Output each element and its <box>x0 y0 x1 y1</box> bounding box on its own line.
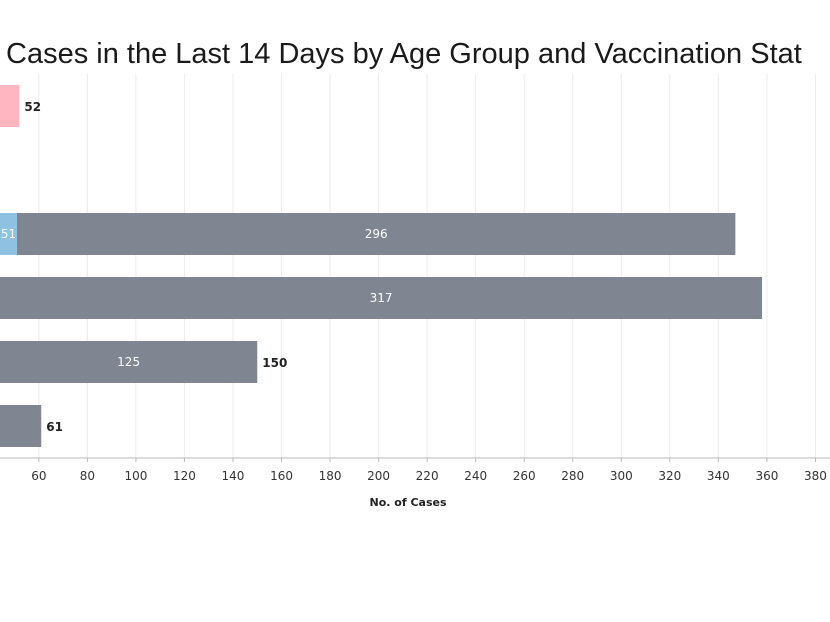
bar-segment-label: 125 <box>117 355 140 369</box>
x-tick-label: 100 <box>124 469 147 483</box>
bar-segment <box>0 341 258 383</box>
x-tick-label: 300 <box>610 469 633 483</box>
x-axis-ticks: 60 80 100 120 140 160 180 200 220 240 260 280 300 320… <box>31 458 827 483</box>
x-tick-label: 220 <box>416 469 439 483</box>
bar-total-label: 61 <box>46 420 63 434</box>
bar-segment <box>0 277 763 319</box>
gridlines <box>38 74 816 458</box>
x-tick-label: 260 <box>513 469 536 483</box>
x-tick-label: 160 <box>270 469 293 483</box>
x-tick-label: 380 <box>804 469 827 483</box>
x-tick-label: 80 <box>80 469 95 483</box>
bar-segment-label: 51 <box>1 227 16 241</box>
bars: 52512964131712515061 <box>0 85 763 447</box>
x-tick-label: 140 <box>222 469 245 483</box>
bar-segment <box>0 85 20 127</box>
bar-segment <box>16 213 736 255</box>
x-tick-label: 200 <box>367 469 390 483</box>
x-tick-label: 180 <box>319 469 342 483</box>
chart-title: Cases in the Last 14 Days by Age Group a… <box>6 38 802 70</box>
bar-total-label: 150 <box>262 356 287 370</box>
bar-segment-label: 317 <box>370 291 393 305</box>
x-tick-label: 360 <box>755 469 778 483</box>
x-tick-label: 320 <box>658 469 681 483</box>
bar-total-label: 52 <box>24 100 41 114</box>
bar-segment-label: 296 <box>365 227 388 241</box>
x-tick-label: 280 <box>561 469 584 483</box>
bar-segment <box>0 213 17 255</box>
x-axis-label: No. of Cases <box>370 496 447 509</box>
x-tick-label: 340 <box>707 469 730 483</box>
x-tick-label: 240 <box>464 469 487 483</box>
x-tick-label: 120 <box>173 469 196 483</box>
x-tick-label: 60 <box>31 469 46 483</box>
bar-segment <box>0 405 42 447</box>
